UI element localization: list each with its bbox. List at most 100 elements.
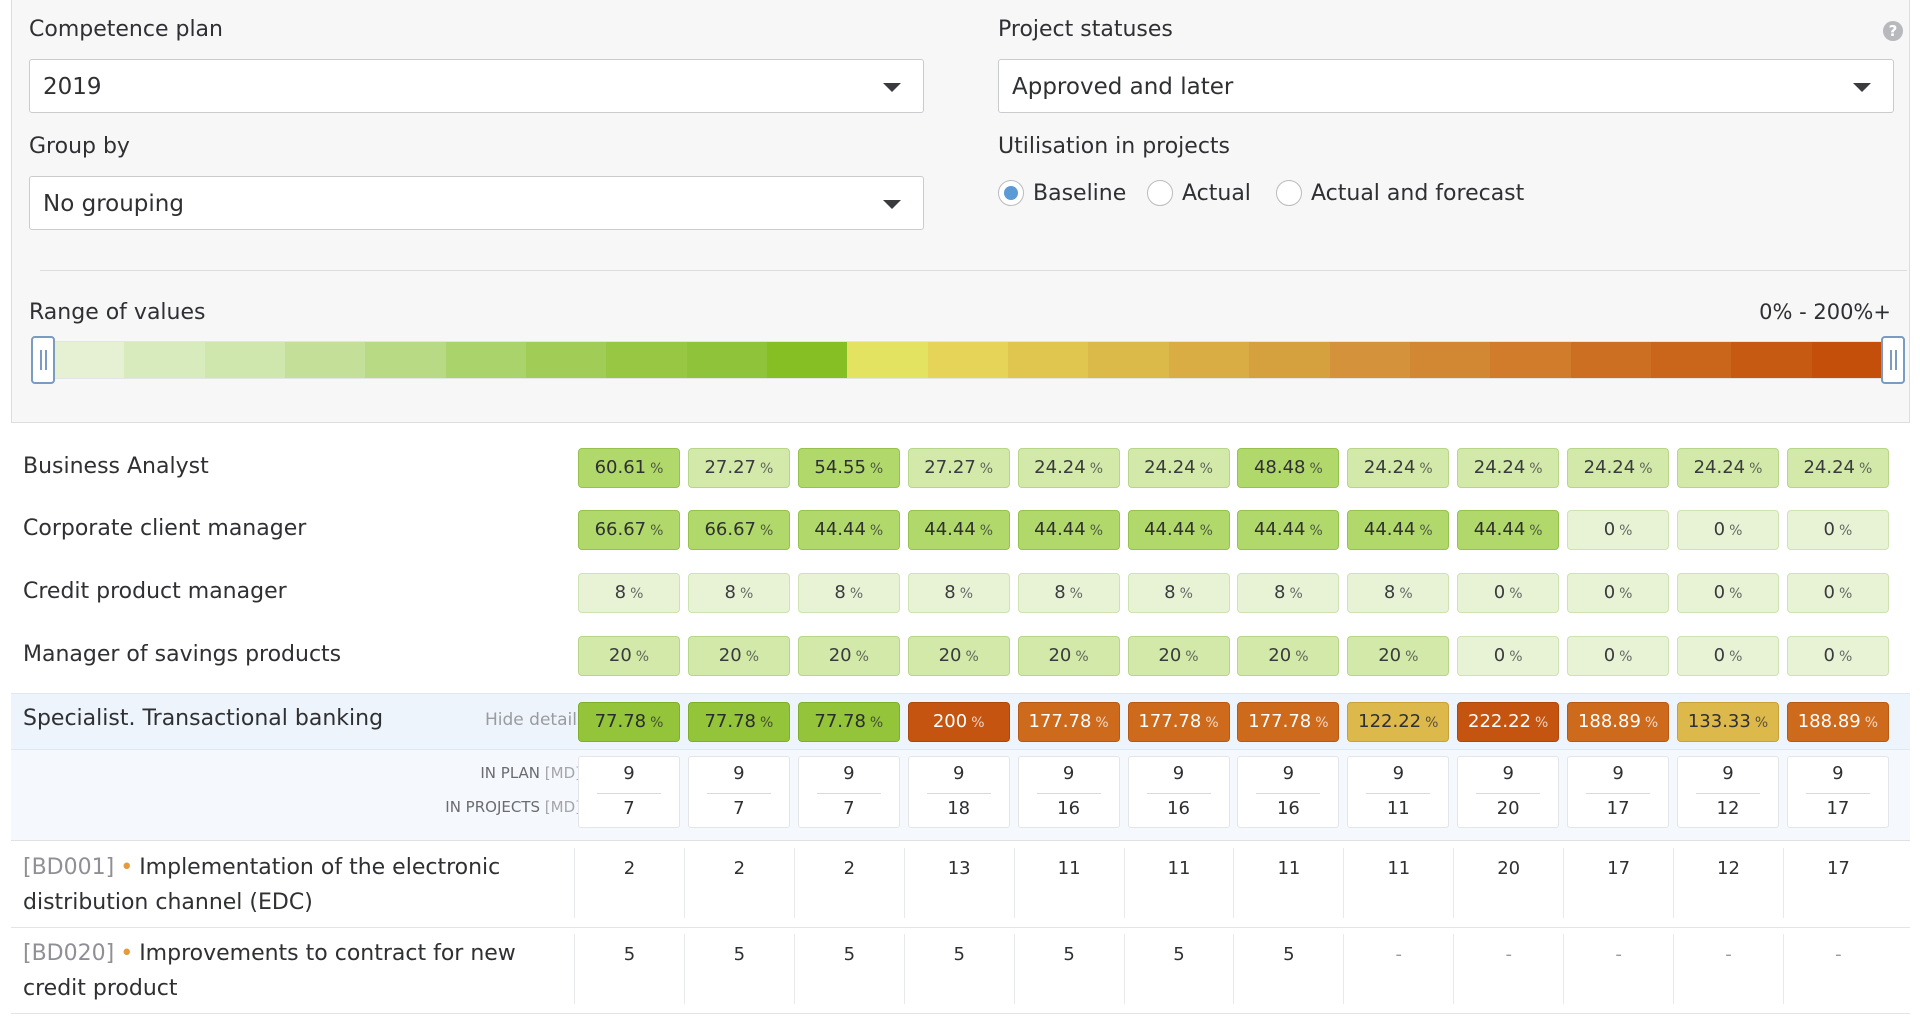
- competence-row[interactable]: Business Analyst 60.61% 27.27% 54.55% 27.27%…: [11, 446, 1910, 498]
- utilisation-cell[interactable]: 77.78%: [687, 702, 790, 742]
- competence-row[interactable]: Credit product manager 8% 8% 8% 8% 8% 8% 8% 8% 0%…: [11, 571, 1910, 623]
- utilisation-cell[interactable]: 8%: [797, 573, 900, 613]
- utilisation-cell[interactable]: 27.27%: [687, 448, 790, 488]
- utilisation-cell[interactable]: 44.44%: [797, 510, 900, 550]
- radio-actual-forecast[interactable]: Actual and forecast: [1276, 178, 1524, 208]
- percent-sign: %: [1838, 586, 1853, 602]
- utilisation-cell[interactable]: 20%: [1017, 636, 1120, 676]
- utilisation-cell[interactable]: 20%: [578, 636, 680, 676]
- utilisation-cell[interactable]: 0%: [1567, 510, 1670, 550]
- group-by-value: No grouping: [43, 191, 184, 217]
- utilisation-cell[interactable]: 24.24%: [1347, 448, 1450, 488]
- utilisation-cell[interactable]: 66.67%: [578, 510, 680, 550]
- plan-vs-projects-cell: 9 17: [1567, 756, 1670, 828]
- utilisation-cell[interactable]: 177.78%: [1127, 702, 1230, 742]
- utilisation-cell[interactable]: 0%: [1786, 573, 1889, 613]
- utilisation-cell[interactable]: 122.22%: [1347, 702, 1450, 742]
- utilisation-cell[interactable]: 48.48%: [1237, 448, 1340, 488]
- radio-unselected-icon: [1276, 180, 1302, 206]
- utilisation-cell[interactable]: 20%: [1347, 636, 1450, 676]
- utilisation-value: 0: [1713, 645, 1726, 666]
- utilisation-cell[interactable]: 44.44%: [907, 510, 1010, 550]
- project-value: 17: [1782, 848, 1893, 918]
- utilisation-cell[interactable]: 44.44%: [1347, 510, 1450, 550]
- cell-divider: [1586, 793, 1651, 794]
- utilisation-cell[interactable]: 20%: [1237, 636, 1340, 676]
- utilisation-cell[interactable]: 8%: [578, 573, 680, 613]
- utilisation-cell[interactable]: 24.24%: [1457, 448, 1560, 488]
- gradient-segment: [1088, 342, 1169, 378]
- in-projects-value: 17: [1826, 798, 1850, 819]
- range-min-handle[interactable]: [31, 336, 55, 384]
- utilisation-cell[interactable]: 222.22%: [1457, 702, 1560, 742]
- utilisation-cell[interactable]: 44.44%: [1457, 510, 1560, 550]
- utilisation-cell[interactable]: 8%: [1127, 573, 1230, 613]
- utilisation-cell[interactable]: 200%: [907, 702, 1010, 742]
- utilisation-cell[interactable]: 177.78%: [1017, 702, 1120, 742]
- filter-panel: Competence plan 2019 Project statuses ? …: [11, 0, 1910, 423]
- utilisation-cell[interactable]: 20%: [687, 636, 790, 676]
- utilisation-cell[interactable]: 20%: [1127, 636, 1230, 676]
- percent-sign: %: [1619, 649, 1633, 665]
- utilisation-cell[interactable]: 0%: [1677, 636, 1779, 676]
- utilisation-cell[interactable]: 0%: [1786, 510, 1889, 550]
- project-statuses-select[interactable]: Approved and later: [998, 59, 1894, 113]
- utilisation-cell[interactable]: 24.24%: [1677, 448, 1779, 488]
- utilisation-cell[interactable]: 24.24%: [1567, 448, 1670, 488]
- utilisation-cell[interactable]: 24.24%: [1017, 448, 1120, 488]
- in-projects-value: 17: [1606, 798, 1630, 819]
- radio-baseline[interactable]: Baseline: [998, 178, 1126, 208]
- utilisation-cell[interactable]: 133.33%: [1677, 702, 1779, 742]
- utilisation-cell[interactable]: 8%: [1347, 573, 1450, 613]
- percent-sign: %: [1199, 461, 1213, 477]
- utilisation-cell[interactable]: 0%: [1457, 573, 1560, 613]
- project-row[interactable]: [BD020] • Improvements to contract for new…: [11, 928, 1910, 1014]
- utilisation-cell[interactable]: 8%: [907, 573, 1010, 613]
- utilisation-cell[interactable]: 8%: [1017, 573, 1120, 613]
- utilisation-cell[interactable]: 24.24%: [1786, 448, 1889, 488]
- competence-row[interactable]: Corporate client manager 66.67% 66.67% 44.4…: [11, 508, 1910, 560]
- range-max-handle[interactable]: [1881, 336, 1905, 384]
- range-gradient-bar[interactable]: [43, 341, 1893, 379]
- utilisation-value: 188.89: [1797, 711, 1861, 732]
- utilisation-cell[interactable]: 177.78%: [1237, 702, 1340, 742]
- utilisation-cell[interactable]: 20%: [797, 636, 900, 676]
- utilisation-cell[interactable]: 77.78%: [578, 702, 680, 742]
- utilisation-cell[interactable]: 0%: [1567, 573, 1670, 613]
- utilisation-cell[interactable]: 0%: [1677, 510, 1779, 550]
- percent-sign: %: [1864, 715, 1879, 731]
- utilisation-cell[interactable]: 0%: [1457, 636, 1560, 676]
- utilisation-cell[interactable]: 0%: [1677, 573, 1779, 613]
- percent-sign: %: [849, 586, 864, 602]
- utilisation-cell[interactable]: 66.67%: [687, 510, 790, 550]
- utilisation-cell[interactable]: 24.24%: [1127, 448, 1230, 488]
- utilisation-cell[interactable]: 44.44%: [1127, 510, 1230, 550]
- percent-sign: %: [1095, 715, 1109, 731]
- plan-vs-projects-cell: 9 11: [1347, 756, 1450, 828]
- utilisation-cell[interactable]: 0%: [1567, 636, 1670, 676]
- utilisation-cell[interactable]: 77.78%: [797, 702, 900, 742]
- utilisation-cell[interactable]: 188.89%: [1786, 702, 1889, 742]
- utilisation-cell[interactable]: 8%: [1237, 573, 1340, 613]
- project-row[interactable]: [BD001] • Implementation of the electronic…: [11, 842, 1910, 928]
- utilisation-cell[interactable]: 27.27%: [907, 448, 1010, 488]
- competence-row[interactable]: Manager of savings products 20% 20% 20% 20% 2…: [11, 634, 1910, 686]
- utilisation-value: 8: [834, 582, 846, 603]
- utilisation-cell[interactable]: 44.44%: [1237, 510, 1340, 550]
- question-circle-icon[interactable]: ?: [1883, 21, 1903, 41]
- radio-actual[interactable]: Actual: [1147, 178, 1251, 208]
- competence-plan-select[interactable]: 2019: [29, 59, 924, 113]
- utilisation-value: 0: [1493, 645, 1506, 666]
- utilisation-cell[interactable]: 20%: [907, 636, 1010, 676]
- utilisation-cell[interactable]: 188.89%: [1567, 702, 1670, 742]
- hide-details-link[interactable]: Hide details: [485, 710, 586, 730]
- group-by-select[interactable]: No grouping: [29, 176, 924, 230]
- utilisation-value: 77.78: [704, 711, 756, 732]
- utilisation-cell[interactable]: 44.44%: [1017, 510, 1120, 550]
- utilisation-cell[interactable]: 54.55%: [797, 448, 900, 488]
- utilisation-cell[interactable]: 8%: [687, 573, 790, 613]
- utilisation-cell[interactable]: 60.61%: [578, 448, 680, 488]
- utilisation-cell[interactable]: 0%: [1786, 636, 1889, 676]
